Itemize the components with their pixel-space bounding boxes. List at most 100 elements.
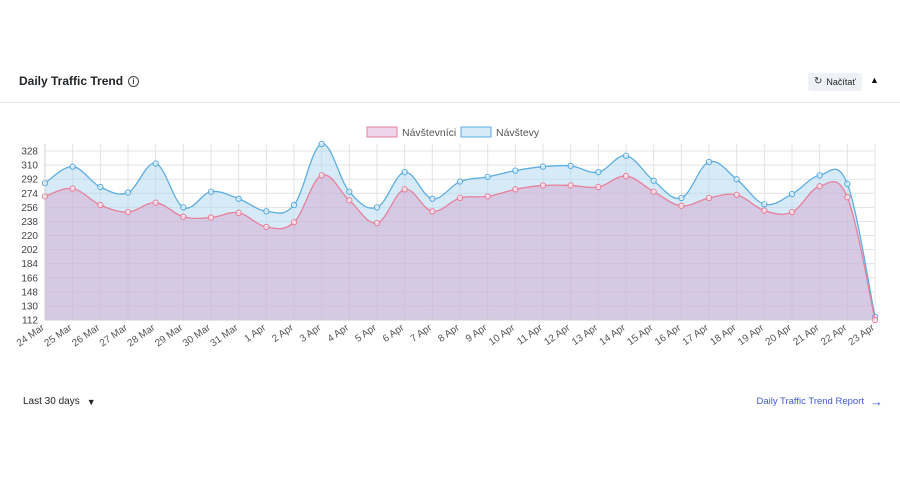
x-tick-label: 14 Apr <box>598 322 629 348</box>
data-point <box>484 173 491 181</box>
y-tick-label: 148 <box>21 287 38 298</box>
y-tick-label: 238 <box>21 217 38 228</box>
x-tick-label: 22 Apr <box>819 322 850 348</box>
data-point <box>456 194 464 202</box>
x-tick-label: 15 Apr <box>625 322 656 348</box>
info-icon[interactable]: i <box>128 75 140 87</box>
data-point <box>346 188 353 195</box>
data-point <box>235 209 242 216</box>
data-point <box>788 190 796 198</box>
data-point <box>567 182 574 189</box>
x-tick-label: 30 Mar <box>181 322 213 349</box>
data-point <box>152 199 159 206</box>
data-point <box>97 201 104 209</box>
y-tick-label: 310 <box>21 161 38 172</box>
date-range-label: Last 30 days <box>23 396 80 407</box>
x-tick-label: 3 Apr <box>298 322 324 345</box>
data-point <box>788 208 796 216</box>
y-tick-label: 130 <box>21 301 38 312</box>
x-tick-label: 26 Mar <box>70 322 102 349</box>
refresh-icon: ↻ <box>814 76 823 87</box>
data-point <box>401 186 408 193</box>
x-tick-label: 7 Apr <box>409 322 435 345</box>
data-point <box>429 208 436 215</box>
series-area <box>45 143 875 320</box>
data-point <box>180 204 187 211</box>
data-point <box>705 158 713 166</box>
data-point <box>318 140 325 148</box>
data-point <box>207 188 215 195</box>
x-tick-label: 11 Apr <box>515 322 545 348</box>
data-point <box>539 163 547 170</box>
data-point <box>678 194 685 202</box>
caret-up-icon[interactable]: ▲ <box>870 75 879 85</box>
data-point <box>373 204 381 211</box>
x-tick-label: 16 Apr <box>653 322 684 348</box>
x-tick-label: 17 Apr <box>681 322 712 348</box>
arrow-right-icon: → <box>870 393 883 409</box>
data-point <box>678 202 685 209</box>
card-title-text: Daily Traffic Trend <box>19 74 124 88</box>
data-point <box>705 194 713 202</box>
legend-label: Návštevníci <box>402 127 456 139</box>
data-point <box>539 182 547 189</box>
data-point <box>346 197 353 204</box>
data-point <box>263 223 270 231</box>
data-point <box>180 213 187 220</box>
x-tick-label: 19 Apr <box>736 322 767 348</box>
data-point <box>290 201 298 209</box>
x-tick-label: 25 Mar <box>43 322 75 349</box>
data-point <box>512 186 519 193</box>
x-tick-label: 21 Apr <box>791 322 822 348</box>
data-point <box>124 208 132 216</box>
data-point <box>429 195 436 202</box>
data-point <box>207 214 215 221</box>
data-point <box>622 172 630 180</box>
x-tick-label: 28 Mar <box>126 322 158 349</box>
reload-label: Načítať <box>826 77 856 87</box>
series-area <box>45 174 875 320</box>
data-point <box>816 172 823 179</box>
data-point <box>512 167 519 174</box>
y-tick-label: 202 <box>21 245 38 256</box>
y-tick-label: 274 <box>21 189 38 200</box>
data-point <box>152 160 159 167</box>
data-point <box>401 169 408 176</box>
data-point <box>456 178 464 185</box>
x-tick-label: 20 Apr <box>764 322 795 348</box>
x-tick-label: 27 Mar <box>98 322 130 349</box>
date-range-dropdown[interactable]: Last 30 days ▼ <box>23 396 96 407</box>
data-point <box>733 176 740 183</box>
data-point <box>595 183 602 191</box>
x-tick-label: 1 Apr <box>243 322 269 345</box>
caret-down-icon: ▼ <box>86 396 96 407</box>
x-tick-label: 13 Apr <box>570 322 601 348</box>
data-point <box>373 219 381 227</box>
data-point <box>622 152 630 159</box>
x-tick-label: 9 Apr <box>464 322 490 345</box>
x-tick-label: 23 Apr <box>847 322 878 348</box>
data-point <box>69 185 76 192</box>
card-header: Daily Traffic Trend i ↻ Načítať ▲ <box>0 60 900 103</box>
data-point <box>263 208 270 215</box>
card-title: Daily Traffic Trend i <box>19 74 140 88</box>
data-point <box>235 195 242 202</box>
report-link[interactable]: Daily Traffic Trend Report → <box>756 393 883 409</box>
x-tick-label: 29 Mar <box>153 322 185 349</box>
reload-button[interactable]: ↻ Načítať <box>808 73 862 91</box>
data-point <box>69 163 76 170</box>
x-tick-label: 8 Apr <box>436 322 462 345</box>
y-tick-label: 184 <box>21 259 38 270</box>
legend-swatch <box>366 126 398 138</box>
data-point <box>290 219 298 226</box>
y-tick-label: 220 <box>21 231 38 242</box>
x-tick-label: 5 Apr <box>353 322 379 345</box>
data-point <box>844 180 851 188</box>
report-link-label: Daily Traffic Trend Report <box>756 396 864 407</box>
data-point <box>650 188 657 195</box>
x-tick-label: 12 Apr <box>542 322 573 348</box>
data-point <box>761 207 768 214</box>
x-tick-label: 6 Apr <box>381 322 407 345</box>
data-point <box>816 183 823 190</box>
traffic-chart: 112 130 148 166 184 202 220 238 256 274 292 310 328 2… <box>15 126 879 349</box>
